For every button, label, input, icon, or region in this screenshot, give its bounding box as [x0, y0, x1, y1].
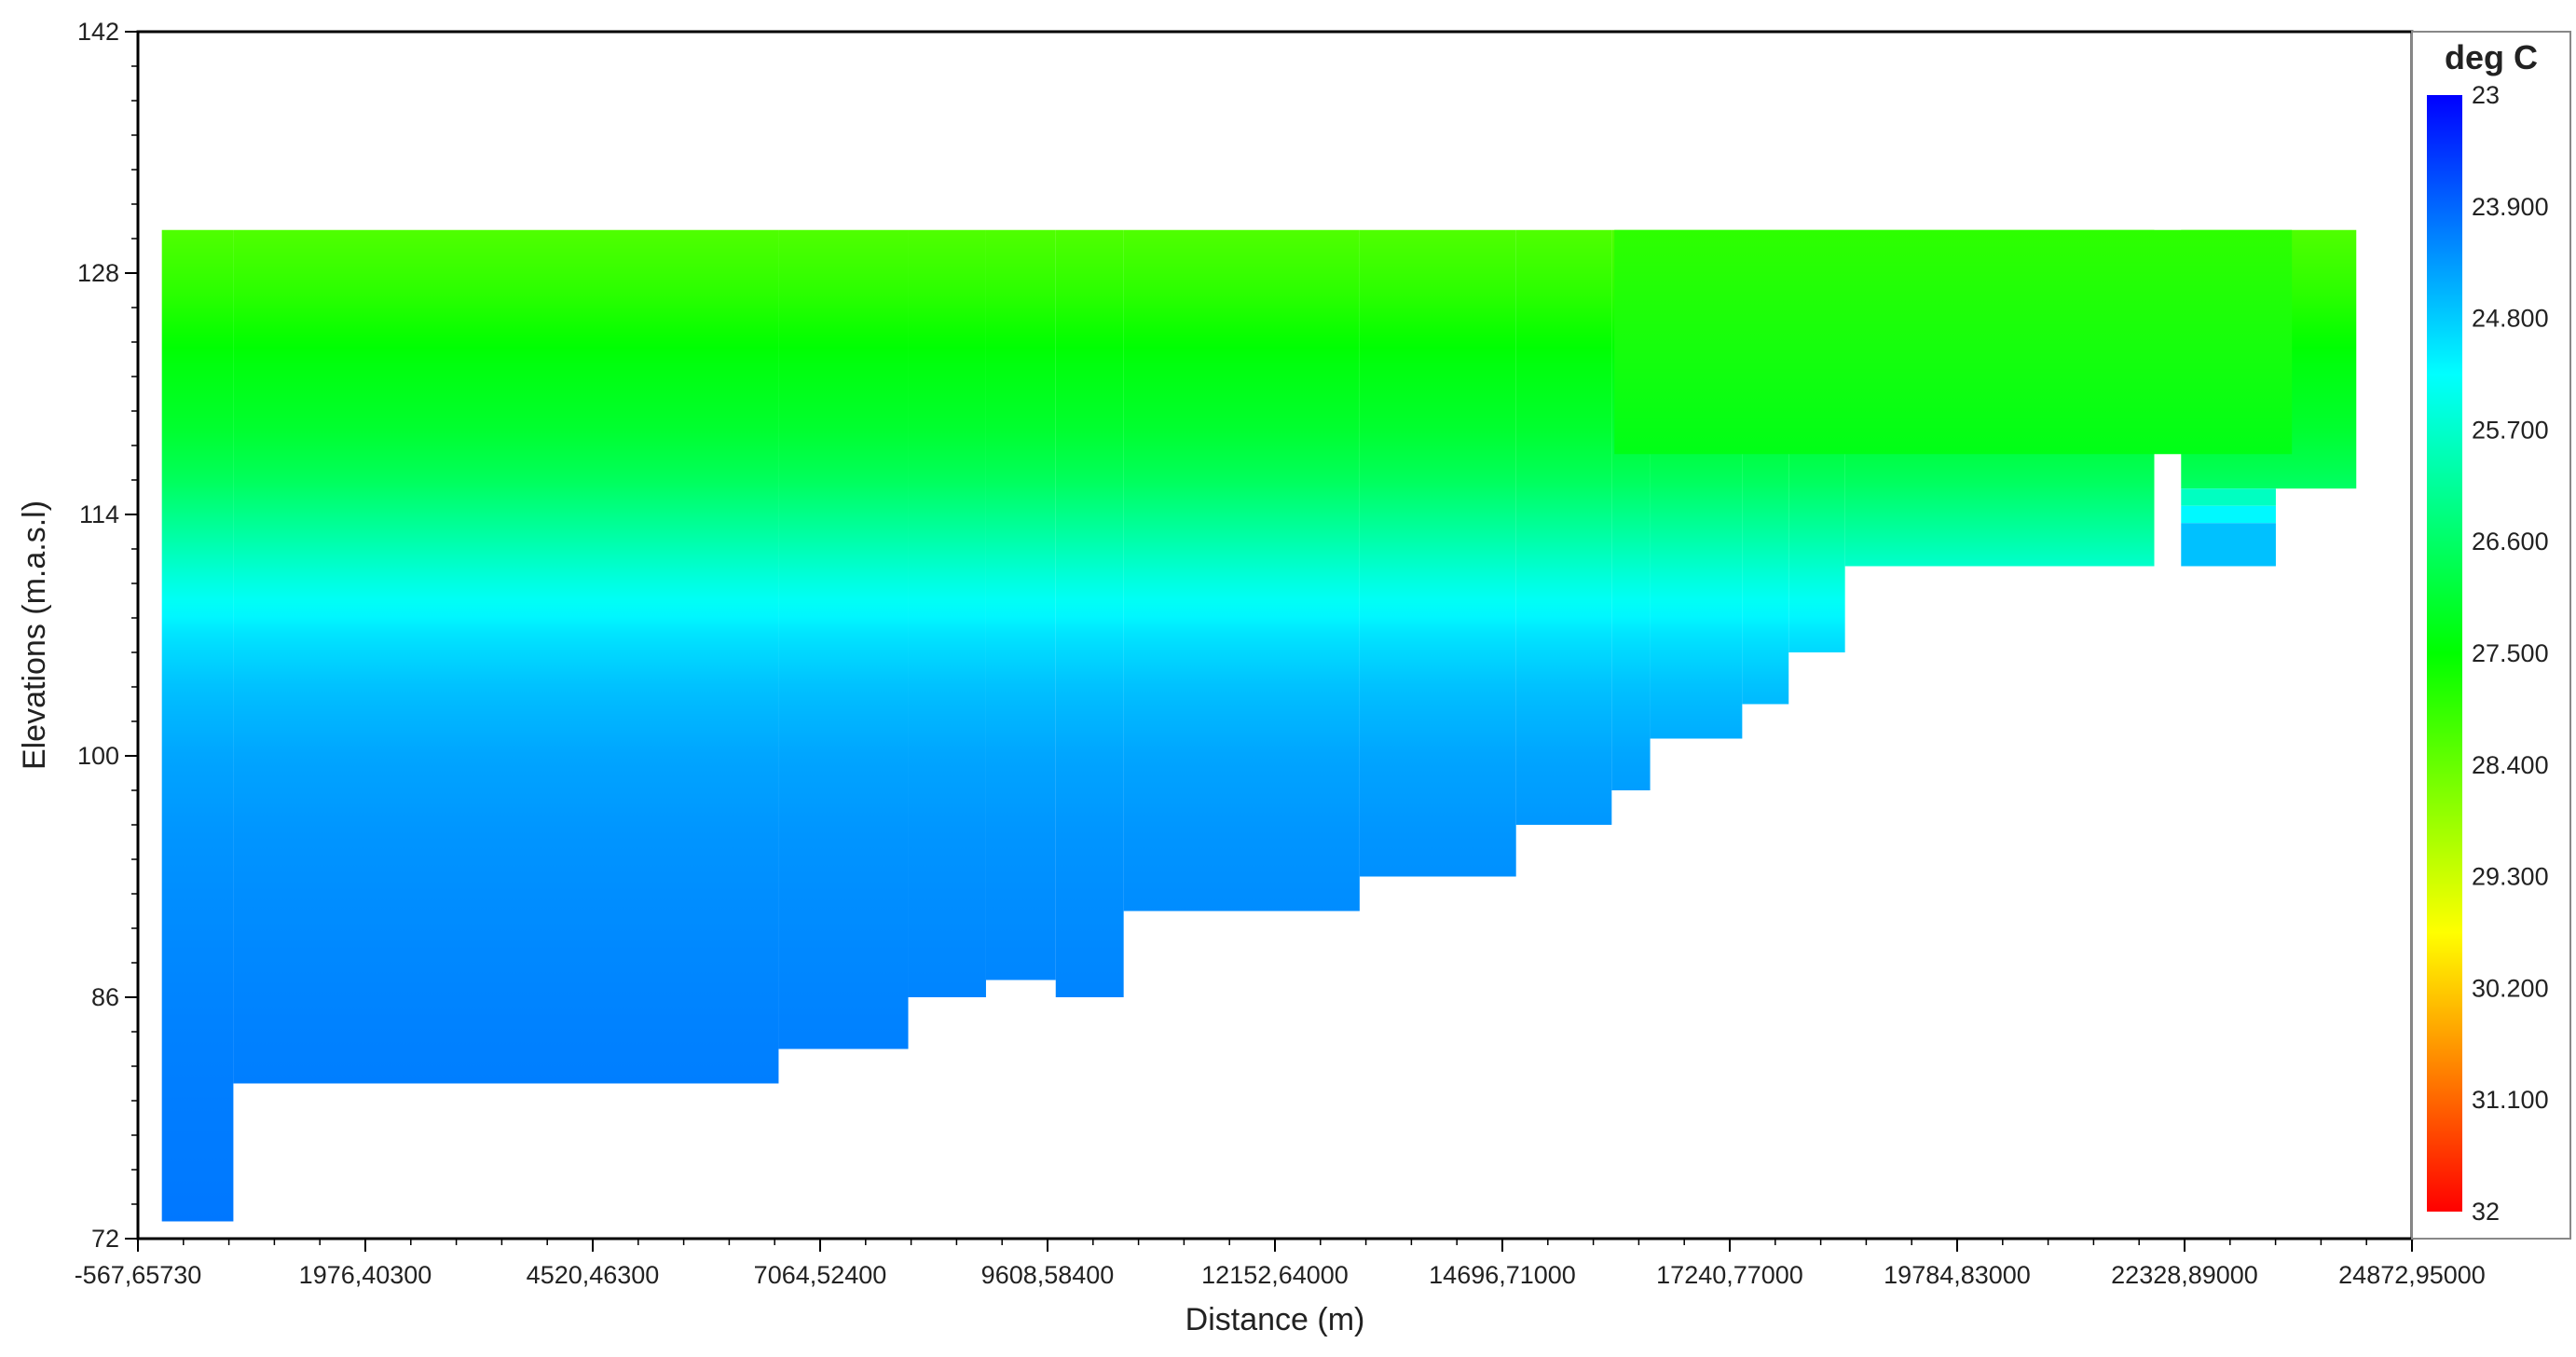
water-column-0 [161, 229, 234, 1222]
colorbar-legend: deg C 23 23.900 24.800 25.700 26.600 27.500 28… [2411, 31, 2571, 1240]
colorbar-label: 25.700 [2472, 416, 2549, 444]
colorbar-label: 23.900 [2472, 193, 2549, 221]
x-tick-label: 22328,89000 [2111, 1261, 2258, 1289]
x-tick-label: 24872,95000 [2338, 1261, 2486, 1289]
x-axis: -567,65730 1976,40300 4520,46300 7064,52400… [75, 1239, 2486, 1289]
x-axis-title: Distance (m) [1185, 1302, 1365, 1337]
y-tick-label: 142 [77, 18, 119, 46]
upper-right-region [1614, 229, 2293, 455]
colorbar-gradient-bar [2427, 95, 2462, 1212]
x-tick-label: 9608,58400 [981, 1261, 1115, 1289]
y-tick-label: 114 [79, 500, 119, 528]
water-column-3 [908, 229, 986, 997]
y-axis-title: Elevations (m.a.s.l) [17, 500, 52, 770]
x-tick-label: 7064,52400 [754, 1261, 887, 1289]
water-column-4 [985, 229, 1056, 980]
x-tick-label: 19784,83000 [1884, 1261, 2031, 1289]
y-axis: 142 128 114 100 86 72 [77, 18, 138, 1253]
water-column-5 [1055, 229, 1124, 997]
y-tick-label: 128 [77, 259, 119, 287]
y-tick-label: 86 [91, 983, 119, 1011]
colorbar-label: 28.400 [2472, 751, 2549, 779]
water-column-8 [1515, 229, 1612, 825]
x-tick-label: 17240,77000 [1656, 1261, 1803, 1289]
x-tick-label: -567,65730 [75, 1261, 202, 1289]
water-column-6 [1123, 229, 1360, 912]
water-column-7 [1359, 229, 1516, 877]
isolated-cell-2 [2181, 523, 2276, 567]
isolated-cell-1 [2181, 505, 2276, 524]
isolated-cell-0 [2181, 488, 2276, 506]
water-column-2 [778, 229, 909, 1049]
colorbar-label: 24.800 [2472, 305, 2549, 333]
y-tick-label: 100 [77, 742, 119, 770]
colorbar-title: deg C [2445, 38, 2538, 76]
x-tick-label: 12152,64000 [1201, 1261, 1349, 1289]
temperature-heatmap [161, 229, 2357, 1222]
y-tick-label: 72 [91, 1225, 119, 1253]
colorbar-label: 27.500 [2472, 639, 2549, 667]
x-tick-label: 4520,46300 [527, 1261, 660, 1289]
x-tick-label: 1976,40300 [299, 1261, 432, 1289]
colorbar-label: 26.600 [2472, 528, 2549, 555]
colorbar-label: 31.100 [2472, 1086, 2549, 1114]
water-column-1 [233, 229, 779, 1084]
x-tick-label: 14696,71000 [1429, 1261, 1576, 1289]
colorbar-label: 30.200 [2472, 974, 2549, 1002]
colorbar-labels: 23 23.900 24.800 25.700 26.600 27.500 28.400 29… [2472, 81, 2549, 1226]
colorbar-label: 32 [2472, 1198, 2500, 1226]
colorbar-label: 29.300 [2472, 863, 2549, 891]
colorbar-label: 23 [2472, 81, 2500, 109]
